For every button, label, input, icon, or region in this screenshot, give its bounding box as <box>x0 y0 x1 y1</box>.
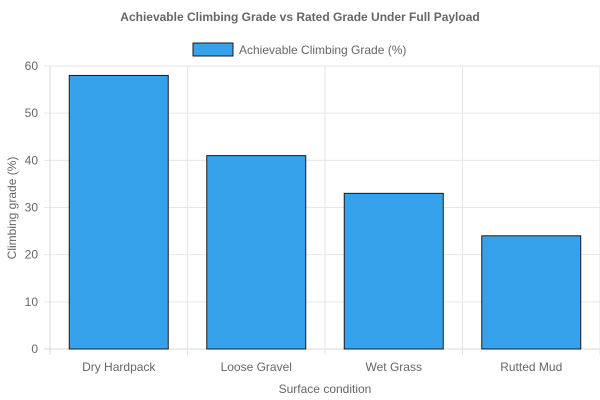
y-tick-label: 30 <box>25 201 39 215</box>
bar <box>68 74 169 350</box>
y-tick-label: 50 <box>25 106 39 120</box>
y-tick-label: 20 <box>25 248 39 262</box>
x-axis-ticks: Dry Hardpack Loose Gravel Wet Grass Rutted … <box>82 360 562 374</box>
x-tick-label: Dry Hardpack <box>82 360 156 374</box>
x-tick-label: Rutted Mud <box>500 360 562 374</box>
y-tick-label: 60 <box>25 59 39 73</box>
bar <box>481 235 582 350</box>
legend: Achievable Climbing Grade (%) <box>192 42 406 57</box>
bar <box>343 192 444 350</box>
y-axis-title: Climbing grade (%) <box>5 157 19 260</box>
x-tick-label: Loose Gravel <box>221 360 292 374</box>
chart-title: Achievable Climbing Grade vs Rated Grade… <box>120 10 479 24</box>
x-axis-title: Surface condition <box>279 382 372 396</box>
x-tick-label: Wet Grass <box>366 360 422 374</box>
y-axis-ticks: 0 10 20 30 40 50 60 <box>25 59 39 356</box>
bar <box>206 155 307 350</box>
y-tick-label: 10 <box>25 295 39 309</box>
legend-label: Achievable Climbing Grade (%) <box>239 43 406 57</box>
bars <box>68 74 582 350</box>
y-tick-label: 40 <box>25 153 39 167</box>
y-tick-label: 0 <box>31 342 38 356</box>
legend-swatch <box>192 42 234 57</box>
